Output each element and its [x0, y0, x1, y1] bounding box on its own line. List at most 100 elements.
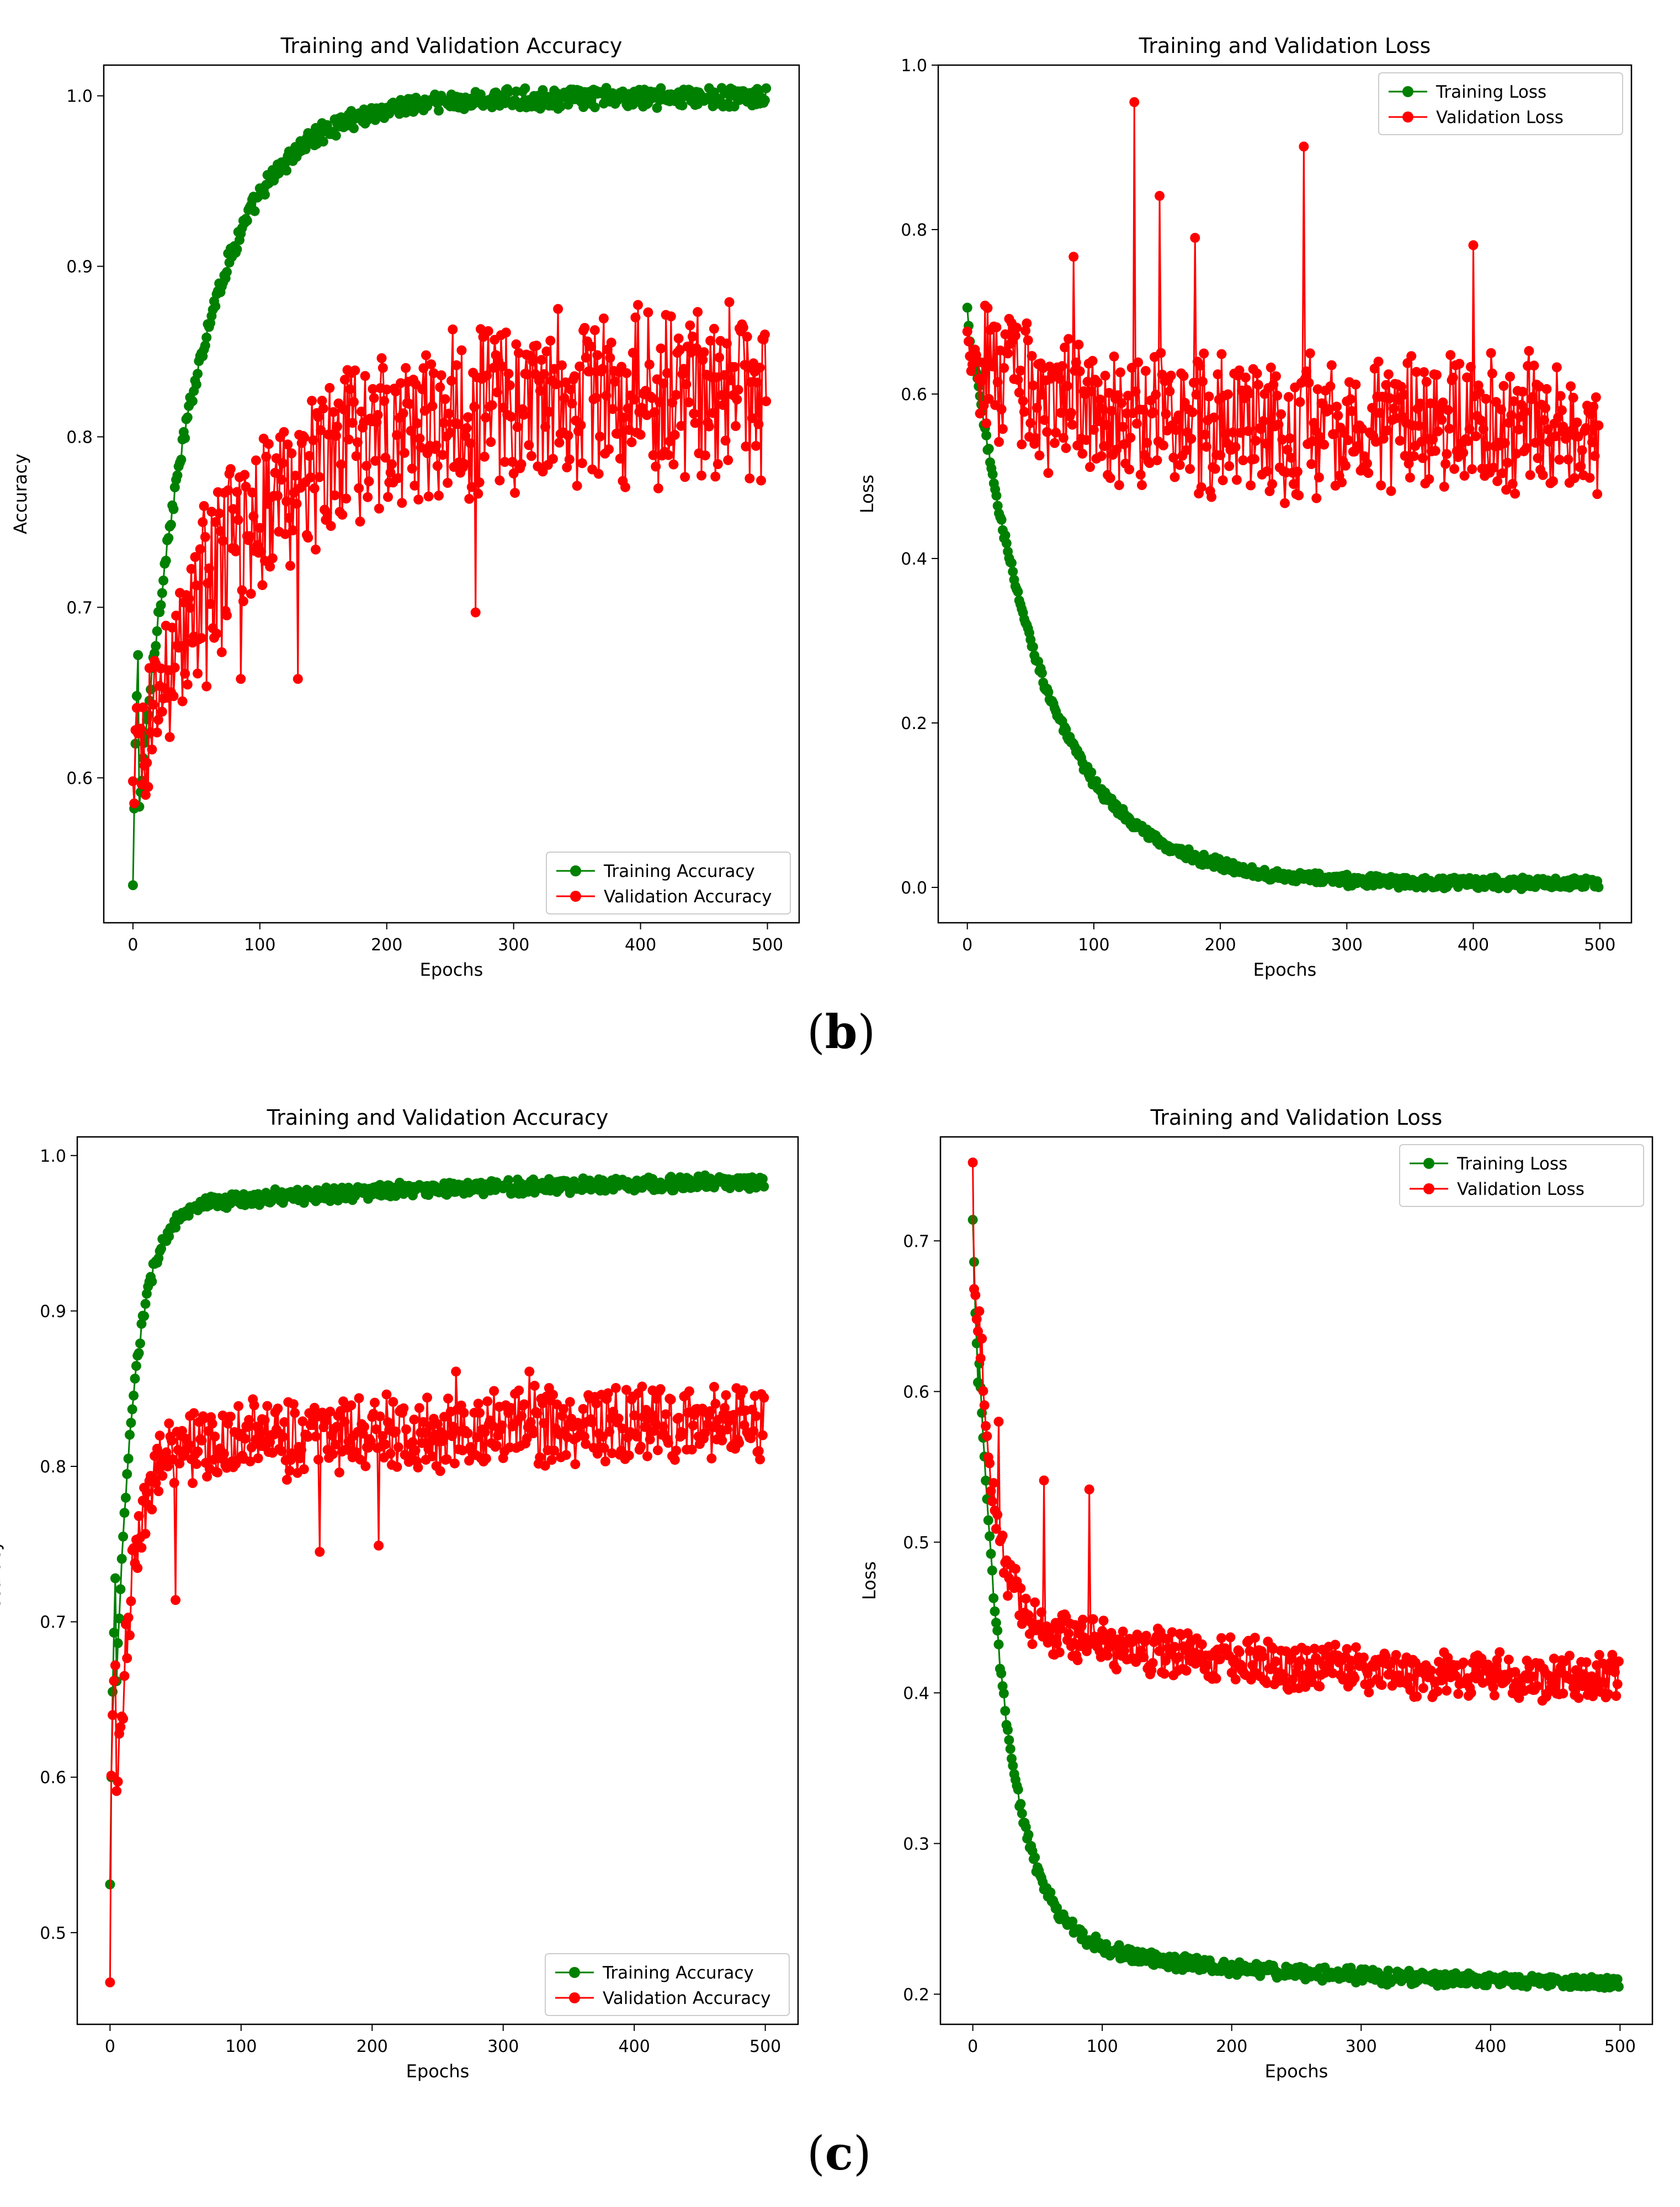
chart-b-acc-validation-accuracy-point [492, 387, 502, 397]
chart-b-loss-validation-loss-point [1458, 448, 1469, 458]
chart-c-acc-validation-accuracy-point [487, 1421, 498, 1431]
chart-b-loss-validation-loss-point [1588, 401, 1599, 412]
chart-c-acc-xtick-label: 100 [225, 2037, 257, 2056]
chart-c-acc-training-accuracy-point [116, 1554, 127, 1564]
chart-c-acc-validation-accuracy-point [419, 1428, 430, 1438]
chart-c-acc-validation-accuracy-point [244, 1414, 254, 1425]
chart-c-loss-training-loss-point [1101, 1939, 1112, 1949]
chart-b-loss-validation-loss-point [1130, 386, 1141, 397]
chart-b-loss-validation-loss-point [1486, 348, 1496, 358]
chart-c-loss-training-loss-line [972, 1220, 1620, 1989]
chart-b-acc-validation-accuracy-point [738, 322, 748, 333]
chart-b-loss-validation-loss-point [1481, 393, 1491, 404]
chart-b-acc-validation-accuracy-point [263, 439, 274, 449]
chart-b-loss-validation-loss-point [1210, 464, 1220, 474]
chart-b-loss-validation-loss-point [1430, 445, 1440, 456]
chart-b-acc-training-accuracy-point [161, 555, 171, 566]
chart-b-loss-validation-loss-point [1415, 398, 1426, 409]
chart-b-acc-validation-accuracy-point [223, 485, 233, 496]
chart-b-acc-validation-accuracy-point [507, 456, 518, 467]
chart-b-loss-validation-loss-point [1032, 402, 1042, 413]
chart-b-acc-validation-accuracy-point [345, 384, 355, 395]
chart-c-loss-training-loss-point [985, 1531, 995, 1541]
chart-b-acc-validation-accuracy-point [575, 361, 585, 371]
chart-b-acc-validation-accuracy-point [469, 402, 480, 412]
chart-c-acc-validation-accuracy-point [398, 1403, 409, 1413]
chart-b-acc-validation-accuracy-point [699, 347, 709, 358]
chart-b-loss-validation-loss-point [1273, 419, 1284, 430]
chart-b-loss-validation-loss-point [1440, 459, 1451, 469]
chart-c-loss-training-loss-point [1020, 1822, 1031, 1832]
chart-b-acc-validation-accuracy-point [222, 610, 232, 620]
chart-b-acc-legend-training-accuracy-label: Training Accuracy [603, 861, 755, 881]
chart-b-loss-validation-loss-point [1082, 376, 1093, 387]
chart-b-acc-ylabel: Accuracy [10, 454, 31, 534]
chart-c-loss-validation-loss-point [1442, 1685, 1452, 1696]
chart-b-acc-validation-accuracy-point [649, 407, 660, 417]
chart-b-loss-validation-loss-point [1530, 438, 1540, 448]
chart-b-acc-validation-accuracy-point [586, 341, 596, 352]
chart-b-loss-validation-loss-point [1131, 418, 1142, 429]
chart-c-loss-validation-loss-point [1327, 1668, 1338, 1678]
chart-c-acc-validation-accuracy-point [451, 1366, 461, 1377]
chart-b-loss-training-loss-point [996, 514, 1007, 525]
chart-b-acc-training-accuracy-point [520, 83, 530, 94]
chart-c-loss-validation-loss-point [1020, 1593, 1031, 1604]
chart-b-acc-validation-accuracy-point [742, 332, 752, 342]
chart-b-loss-validation-loss-line [966, 101, 1599, 504]
chart-b-acc-validation-accuracy-point [153, 715, 163, 725]
chart-c-loss-validation-loss-point [1594, 1650, 1604, 1660]
chart-b-acc-validation-accuracy-point [592, 350, 603, 360]
chart-c-acc-validation-accuracy-point [422, 1392, 432, 1403]
chart-b-loss-validation-loss-point [1062, 381, 1072, 391]
chart-b-loss-validation-loss-point [1332, 401, 1342, 412]
chart-c-acc-validation-accuracy-point [587, 1417, 598, 1428]
chart-b-acc-validation-accuracy-point [332, 421, 343, 432]
chart-b-loss-validation-loss-point [1101, 420, 1112, 430]
chart-b-acc-validation-accuracy-point [676, 421, 687, 431]
chart-b-loss-validation-loss-point [992, 377, 1003, 387]
chart-c-acc-validation-accuracy-point [365, 1436, 376, 1446]
chart-b-loss-validation-loss-point [1443, 405, 1453, 415]
chart-c-acc-validation-accuracy-point [174, 1458, 185, 1469]
chart-b-loss-legend-box [1378, 72, 1623, 135]
chart-c-acc-validation-accuracy-point [709, 1381, 719, 1392]
chart-b-loss-validation-loss-point [1010, 331, 1020, 341]
chart-b-acc-validation-accuracy-point [562, 462, 572, 472]
chart-b-acc-validation-accuracy-point [667, 397, 678, 408]
chart-c-loss-training-loss-point [993, 1639, 1004, 1650]
chart-b-loss-validation-loss-point [1262, 466, 1272, 476]
chart-b-acc-xtick-label: 200 [371, 935, 402, 955]
chart-b-loss-validation-loss-point [1231, 475, 1242, 485]
chart-b-acc-validation-accuracy-point [405, 399, 415, 409]
chart-b-acc-validation-accuracy-point [152, 727, 162, 738]
chart-b-acc-validation-accuracy-point [615, 454, 625, 464]
chart-c-acc-validation-accuracy-point [603, 1388, 613, 1398]
chart-c-loss-training-loss-point [986, 1549, 996, 1559]
chart-c-acc-validation-accuracy-point [591, 1398, 602, 1409]
chart-c-acc-validation-accuracy-point [757, 1430, 768, 1440]
chart-c-acc-validation-accuracy-point [579, 1432, 589, 1442]
chart-c-loss-ytick-label: 0.5 [903, 1533, 929, 1552]
chart-c-acc-validation-accuracy-point [302, 1432, 313, 1442]
chart-b-loss-validation-loss-point [1056, 408, 1066, 418]
chart-c-loss-validation-loss-point [1295, 1656, 1305, 1666]
chart-c-acc-training-accuracy-point [123, 1454, 134, 1464]
chart-b-loss-validation-loss-point [1428, 434, 1438, 444]
chart-b-acc-validation-accuracy-point [689, 408, 699, 419]
chart-b-acc-training-accuracy-point [222, 267, 232, 277]
chart-c-acc-validation-accuracy-point [678, 1429, 688, 1440]
chart-b-acc-validation-accuracy-point [406, 426, 416, 436]
chart-c-acc-validation-accuracy-point [136, 1543, 147, 1553]
chart-b-acc-validation-accuracy-point [426, 359, 437, 370]
chart-b-acc-validation-accuracy-point [435, 382, 445, 392]
chart-c-acc-validation-accuracy-point [473, 1398, 483, 1409]
chart-b-loss-validation-loss-point [1064, 334, 1074, 344]
chart-c-acc-validation-accuracy-point [759, 1392, 769, 1403]
chart-b-acc-validation-accuracy-point [761, 396, 772, 407]
chart-b-acc-validation-accuracy-point [589, 325, 600, 336]
chart-c-loss-ylabel: Loss [859, 1561, 880, 1600]
chart-c-loss-validation-loss-point [1581, 1657, 1592, 1667]
chart-c-loss-training-loss-point [996, 1668, 1007, 1679]
chart-c-loss-legend-training-loss-marker [1423, 1158, 1434, 1169]
